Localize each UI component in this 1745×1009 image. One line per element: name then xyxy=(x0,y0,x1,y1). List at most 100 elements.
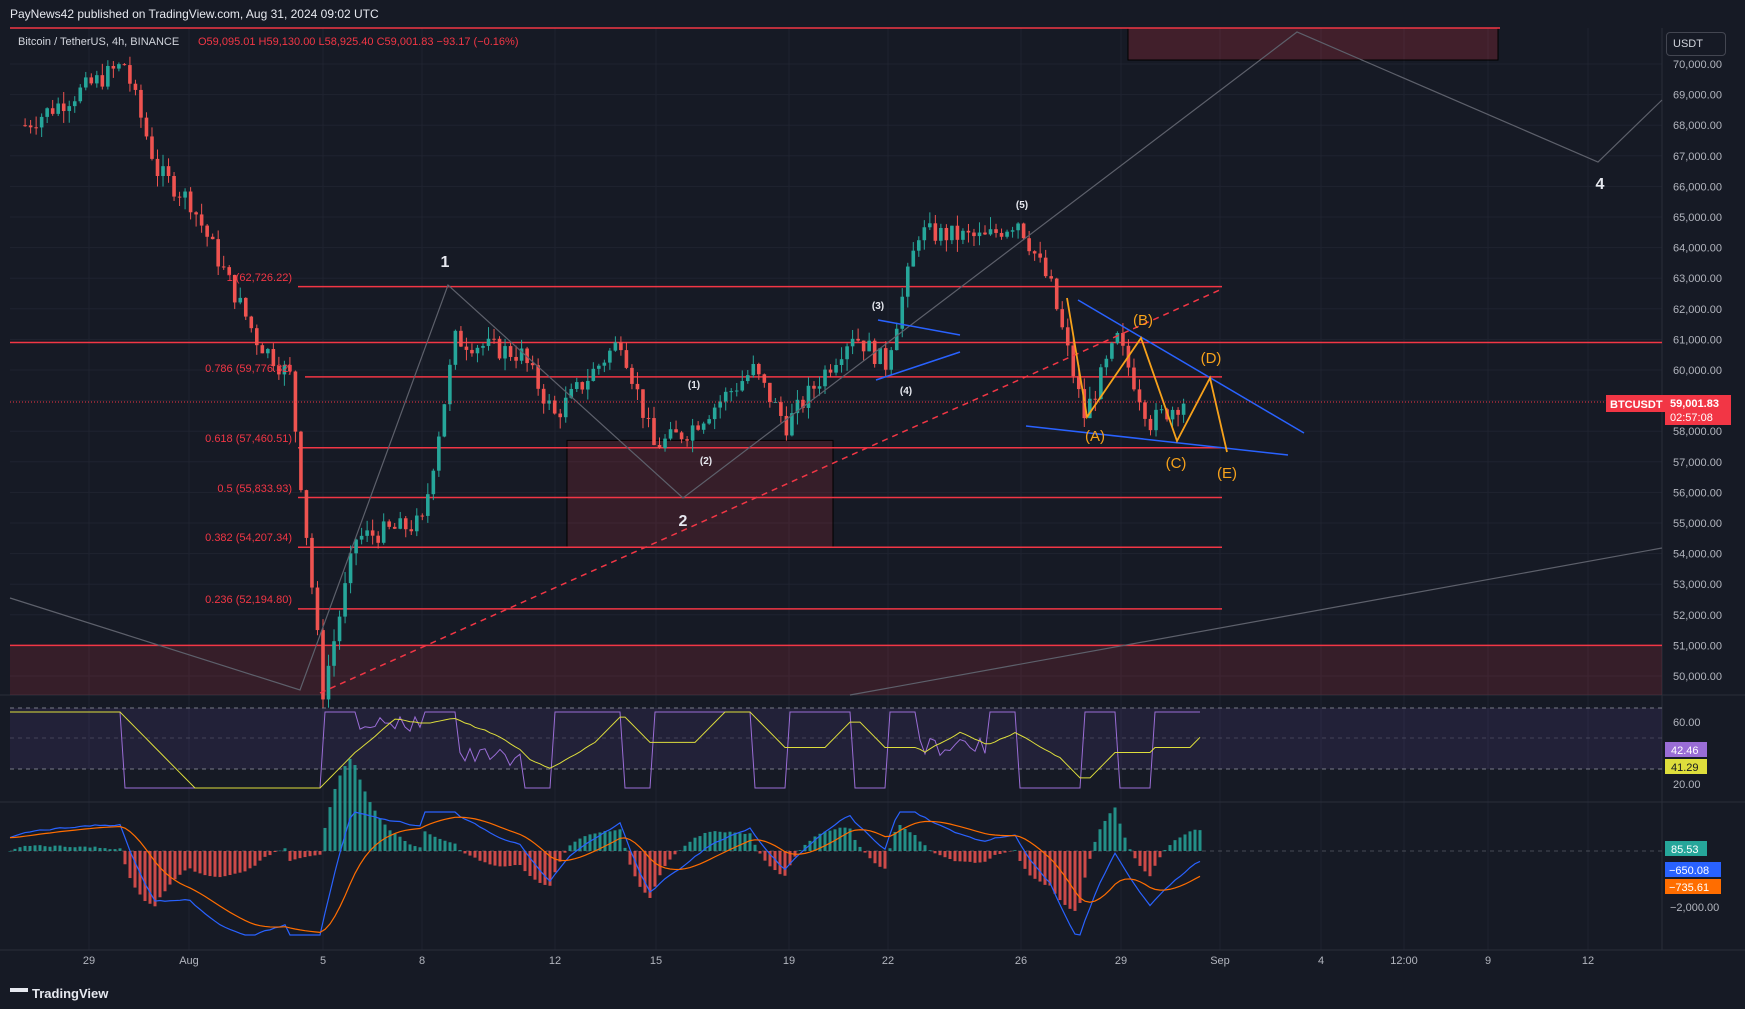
macd-histogram-bar xyxy=(308,851,312,857)
price-tick-label: 53,000.00 xyxy=(1673,579,1722,591)
candle-countdown: 02:57:08 xyxy=(1670,412,1713,424)
candle xyxy=(78,87,83,102)
candle xyxy=(122,64,127,66)
macd-histogram-bar xyxy=(8,851,12,852)
candle xyxy=(426,494,430,516)
price-tick-label: 62,000.00 xyxy=(1673,304,1722,316)
fib-label-05: 0.5 (55,833.93) xyxy=(217,483,292,495)
macd-histogram-bar xyxy=(1178,837,1182,851)
macd-histogram-bar xyxy=(378,818,382,851)
symbol-title[interactable]: Bitcoin / TetherUS, 4h, BINANCE xyxy=(18,36,179,48)
macd-histogram-bar xyxy=(808,840,812,851)
candle xyxy=(216,239,220,267)
macd-histogram-bar xyxy=(428,834,432,851)
macd-histogram-bar xyxy=(148,851,152,904)
macd-histogram-bar xyxy=(193,851,197,872)
macd-histogram-bar xyxy=(698,836,702,851)
candle xyxy=(1027,238,1031,252)
macd-histogram-bar xyxy=(1078,851,1082,903)
macd-histogram-bar xyxy=(463,851,467,854)
candle xyxy=(117,64,121,69)
brand-name: TradingView xyxy=(32,986,109,1001)
candle xyxy=(442,404,447,437)
candle xyxy=(414,515,419,532)
price-axis[interactable]: 70,000.00 69,000.00 68,000.00 67,000.00 66,0… xyxy=(1673,59,1722,683)
candle xyxy=(668,429,673,439)
macd-histogram-bar xyxy=(803,844,807,851)
candle xyxy=(619,342,623,351)
candle xyxy=(481,345,485,348)
candle xyxy=(663,438,667,449)
macd-histogram-bar xyxy=(118,848,122,851)
candle xyxy=(348,553,353,584)
macd-histogram-bar xyxy=(288,851,292,861)
macd-histogram-bar xyxy=(318,851,322,855)
candle xyxy=(448,364,452,405)
macd-histogram-bar xyxy=(788,851,792,866)
candle xyxy=(541,388,546,404)
candle xyxy=(514,356,518,361)
macd-histogram-bar xyxy=(188,851,192,869)
macd-histogram-bar xyxy=(198,851,202,874)
macd-histogram-bar xyxy=(1113,807,1117,851)
macd-histogram-bar xyxy=(1028,851,1032,876)
macd-histogram-bar xyxy=(58,845,62,851)
candle xyxy=(354,539,358,554)
candle xyxy=(475,347,480,354)
macd-histogram-bar xyxy=(1018,851,1022,861)
price-tick-label: 54,000.00 xyxy=(1673,549,1722,561)
macd-histogram-bar xyxy=(678,850,682,851)
macd-histogram-bar xyxy=(23,845,27,851)
candle xyxy=(856,338,860,341)
rsi-pane xyxy=(10,707,1662,789)
candle xyxy=(266,348,270,354)
candle xyxy=(552,400,557,414)
macd-histogram-bar xyxy=(108,849,112,851)
candle xyxy=(536,365,540,389)
candle xyxy=(1076,376,1081,390)
macd-histogram-bar xyxy=(488,851,492,865)
candle xyxy=(299,431,303,491)
macd-histogram-bar xyxy=(943,851,947,858)
tradingview-logo-icon xyxy=(10,987,28,1002)
macd-histogram-bar xyxy=(1183,834,1187,851)
time-label: 15 xyxy=(650,955,662,967)
candle xyxy=(343,583,347,617)
macd-histogram-bar xyxy=(1023,851,1027,869)
macd-histogram-bar xyxy=(908,832,912,851)
symbol-badge-bg xyxy=(1606,395,1665,412)
candle xyxy=(45,108,49,117)
candle xyxy=(701,423,706,430)
macd-histogram-bar xyxy=(498,851,502,867)
macd-histogram-bar xyxy=(278,850,282,852)
macd-histogram-bar xyxy=(123,851,127,865)
consolidation-zone xyxy=(566,439,834,548)
tradingview-logo[interactable]: TradingView xyxy=(10,986,108,1002)
candle xyxy=(166,166,171,177)
macd-histogram-bar xyxy=(323,827,327,851)
candle xyxy=(431,470,436,495)
macd-histogram-bar xyxy=(333,788,337,851)
macd-histogram-bar xyxy=(693,837,697,851)
macd-histogram-bar xyxy=(858,846,862,851)
candle xyxy=(161,166,165,177)
candle xyxy=(337,616,342,642)
candle xyxy=(574,382,579,389)
macd-histogram-bar xyxy=(1073,851,1077,911)
currency-button[interactable]: USDT xyxy=(1666,32,1726,56)
price-badge-bg xyxy=(1665,395,1731,425)
flag-upper xyxy=(877,319,961,336)
price-tick-label: 64,000.00 xyxy=(1673,243,1722,255)
candle xyxy=(194,212,198,215)
macd-histogram-bar xyxy=(163,851,167,892)
time-axis[interactable]: 29 Aug 5 8 12 15 19 22 26 29 Sep 4 12:00… xyxy=(83,955,1594,967)
time-label: 29 xyxy=(83,955,95,967)
macd-histogram-bar xyxy=(1133,851,1137,859)
macd-hist-bg xyxy=(1665,841,1707,856)
macd-histogram-bar xyxy=(453,843,457,851)
triangle-abcde xyxy=(1066,297,1228,453)
candle xyxy=(563,397,568,418)
candle xyxy=(845,346,849,360)
macd-histogram-bar xyxy=(663,851,667,867)
